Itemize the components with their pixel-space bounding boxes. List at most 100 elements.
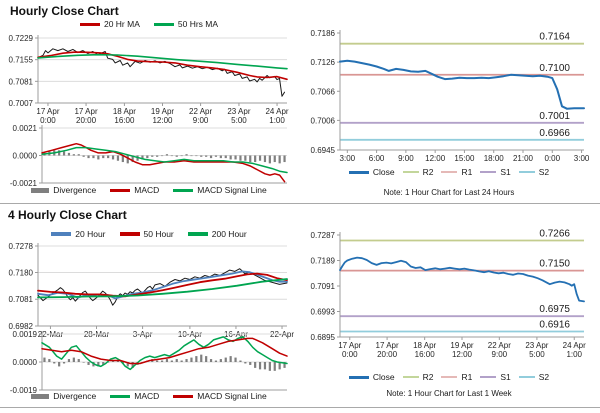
svg-text:0.0021: 0.0021 [13, 124, 38, 133]
legend-item-close: Close [348, 372, 395, 382]
svg-text:22 Apr: 22 Apr [488, 341, 511, 350]
line-swatch [79, 22, 100, 26]
svg-text:0.7091: 0.7091 [311, 282, 336, 291]
hourly-macd-chart-canvas: 0.0021 0.0000 -0.0021 [10, 124, 288, 188]
legend-label: R1 [461, 372, 473, 382]
svg-text:24 Apr: 24 Apr [563, 341, 586, 350]
svg-text:0.0000: 0.0000 [13, 152, 38, 161]
legend-item-20-hour: 20 Hour [51, 229, 106, 239]
svg-text:0.6895: 0.6895 [311, 333, 336, 342]
svg-text:1:00: 1:00 [566, 350, 582, 359]
svg-text:0.6982: 0.6982 [9, 322, 34, 331]
four-hourly-macd-legend: Divergence MACD MACD Signal Line [0, 391, 298, 401]
svg-text:12:00: 12:00 [425, 154, 446, 163]
svg-text:0.0000: 0.0000 [13, 358, 38, 367]
svg-text:0.7287: 0.7287 [311, 231, 336, 240]
hourly-sr-legend: Close R2 R1 S1 S2 [300, 167, 598, 177]
svg-text:0.7001: 0.7001 [539, 111, 570, 122]
line-swatch [173, 394, 194, 398]
svg-text:17 Apr: 17 Apr [36, 107, 59, 116]
svg-text:0.7006: 0.7006 [311, 116, 336, 125]
legend-label: R2 [422, 167, 434, 177]
legend-label: Close [372, 167, 395, 177]
svg-text:20:00: 20:00 [76, 116, 97, 125]
legend-item-r1: R1 [441, 167, 472, 177]
line-swatch [441, 171, 458, 173]
svg-text:0.0019: 0.0019 [13, 330, 38, 339]
legend-item-200-hour: 200 Hour [187, 229, 247, 239]
four-hourly-macd-chart-canvas: 0.0019 0.0000 -0.0019 [10, 330, 288, 395]
legend-label: S1 [500, 167, 511, 177]
svg-text:0.7155: 0.7155 [9, 56, 34, 65]
weekly-sr-chart-canvas: 0.7266 0.7150 0.6975 0.6916 0.7287 0.7189 0.70… [311, 228, 587, 359]
legend-label: MACD [134, 185, 160, 195]
legend-label: R2 [422, 372, 434, 382]
svg-text:0.6916: 0.6916 [539, 320, 570, 331]
svg-text:19 Apr: 19 Apr [450, 341, 473, 350]
svg-text:0.7266: 0.7266 [539, 228, 570, 239]
legend-item-s1: S1 [480, 167, 511, 177]
svg-text:0.7100: 0.7100 [539, 63, 570, 74]
svg-text:21:00: 21:00 [513, 154, 534, 163]
hourly-macd-legend: Divergence MACD MACD Signal Line [0, 185, 298, 195]
legend-item-20hr-ma: 20 Hr MA [79, 19, 140, 29]
line-swatch [51, 232, 72, 236]
weekly-sr-legend: Close R2 R1 S1 S2 [300, 372, 598, 382]
line-swatch [153, 22, 174, 26]
legend-label: 20 Hour [75, 229, 106, 239]
svg-text:0.7066: 0.7066 [311, 87, 336, 96]
svg-text:0.7150: 0.7150 [539, 259, 570, 270]
line-swatch [187, 232, 208, 236]
legend-label: S1 [500, 372, 511, 382]
line-swatch [110, 394, 131, 398]
four-hourly-close-chart-title: 4 Hourly Close Chart [8, 208, 127, 222]
hourly-ma-legend: 20 Hr MA 50 Hrs MA [0, 19, 298, 29]
svg-text:0.7278: 0.7278 [9, 242, 34, 251]
svg-text:23 Apr: 23 Apr [525, 341, 548, 350]
legend-item-r2: R2 [402, 167, 434, 177]
svg-text:0.7164: 0.7164 [539, 32, 570, 43]
svg-text:-0.0021: -0.0021 [10, 179, 38, 188]
svg-text:3:00: 3:00 [574, 154, 590, 163]
svg-text:12:00: 12:00 [452, 350, 473, 359]
svg-text:24 Apr: 24 Apr [265, 107, 288, 116]
bottom-divider [0, 407, 600, 408]
legend-label: S2 [538, 372, 550, 382]
legend-item-divergence: Divergence [31, 185, 96, 195]
legend-label: MACD Signal Line [197, 185, 267, 195]
svg-text:23 Apr: 23 Apr [227, 107, 250, 116]
bar-swatch [31, 187, 50, 193]
svg-text:0:00: 0:00 [544, 154, 560, 163]
legend-item-divergence: Divergence [31, 391, 96, 401]
svg-text:9:00: 9:00 [193, 116, 209, 125]
legend-item-s2: S2 [518, 372, 550, 382]
svg-text:9:00: 9:00 [398, 154, 414, 163]
svg-text:20:00: 20:00 [377, 350, 398, 359]
svg-text:0.6945: 0.6945 [311, 146, 336, 155]
svg-text:0.7189: 0.7189 [311, 257, 336, 266]
line-swatch [110, 188, 131, 192]
svg-text:17 Apr: 17 Apr [74, 107, 97, 116]
svg-text:0.6966: 0.6966 [539, 128, 570, 139]
svg-text:16:00: 16:00 [114, 116, 135, 125]
line-swatch [402, 376, 419, 378]
legend-label: MACD [134, 391, 160, 401]
svg-text:0.7229: 0.7229 [9, 34, 34, 43]
svg-text:0.7081: 0.7081 [9, 77, 34, 86]
line-swatch [518, 376, 535, 378]
legend-label: Divergence [53, 185, 97, 195]
line-swatch [441, 376, 458, 378]
legend-item-s2: S2 [518, 167, 550, 177]
svg-text:0:00: 0:00 [342, 350, 358, 359]
legend-item-macd-signal: MACD Signal Line [173, 391, 267, 401]
legend-item-close: Close [348, 167, 395, 177]
svg-text:22 Apr: 22 Apr [189, 107, 212, 116]
legend-label: 50 Hour [143, 229, 174, 239]
weekly-sr-note: Note: 1 Hour Chart for Last 1 Week [386, 389, 512, 398]
line-swatch [518, 171, 535, 173]
svg-text:19 Apr: 19 Apr [151, 107, 174, 116]
legend-item-macd-signal: MACD Signal Line [173, 185, 267, 195]
legend-label: S2 [538, 167, 550, 177]
legend-label: 20 Hr MA [103, 19, 140, 29]
